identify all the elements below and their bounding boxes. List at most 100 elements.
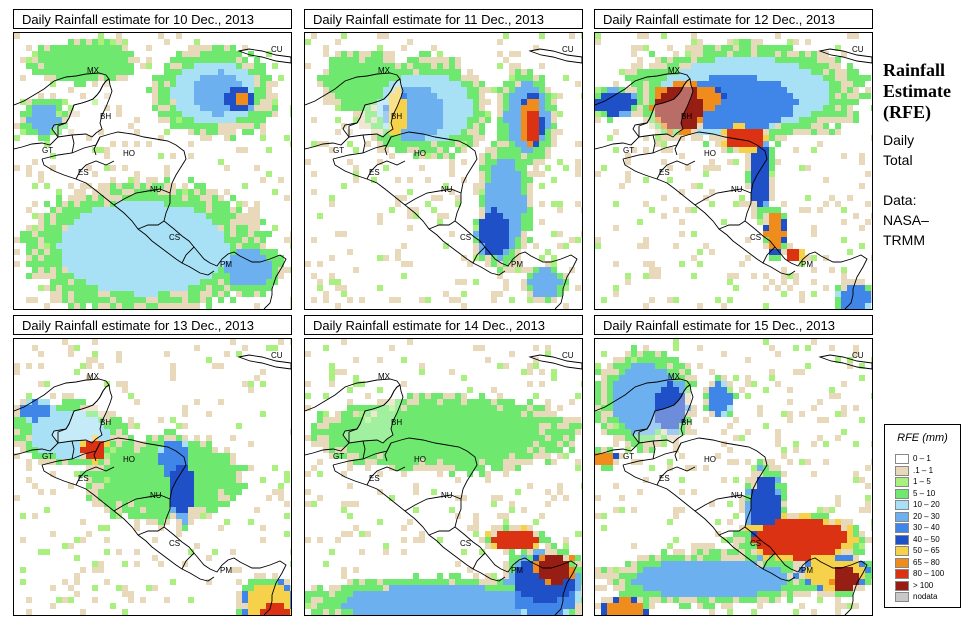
country-label-cu: CU xyxy=(852,351,864,360)
country-label-pm: PM xyxy=(801,566,813,575)
panel-title: Daily Rainfall estimate for 10 Dec., 201… xyxy=(13,9,292,29)
country-label-ho: HO xyxy=(414,149,426,158)
country-label-cu: CU xyxy=(852,45,864,54)
country-label-nu: NU xyxy=(441,185,453,194)
legend-swatch xyxy=(895,546,909,556)
legend-swatch xyxy=(895,557,909,568)
country-label-bh: BH xyxy=(391,418,403,427)
rainfall-field xyxy=(305,33,582,309)
country-label-bh: BH xyxy=(681,418,693,427)
country-label-gt: GT xyxy=(333,146,345,155)
legend-swatch xyxy=(895,465,909,476)
legend-label: 0 – 1 xyxy=(913,454,931,463)
panel-dec-11: Daily Rainfall estimate for 11 Dec., 201… xyxy=(304,9,585,310)
legend-label: nodata xyxy=(913,592,938,601)
country-label-es: ES xyxy=(659,474,670,483)
coastline xyxy=(305,354,582,615)
country-label-es: ES xyxy=(78,168,89,177)
legend: RFE (mm) 0 – 1 .1 – 1 1 – 5 5 – 10 10 – 20 20… xyxy=(884,424,961,608)
country-label-pm: PM xyxy=(511,566,523,575)
country-label-gt: GT xyxy=(623,146,635,155)
legend-swatch xyxy=(895,523,909,533)
country-label-ho: HO xyxy=(414,455,426,464)
panel-title: Daily Rainfall estimate for 13 Dec., 201… xyxy=(13,315,292,335)
coastline xyxy=(305,48,582,309)
country-label-nu: NU xyxy=(731,491,743,500)
panel-title: Daily Rainfall estimate for 14 Dec., 201… xyxy=(304,315,583,335)
country-label-es: ES xyxy=(659,168,670,177)
country-label-mx: MX xyxy=(378,372,390,381)
country-label-mx: MX xyxy=(87,66,99,75)
legend-label: 5 – 10 xyxy=(913,488,936,498)
sidebar-title-line3: (RFE) xyxy=(883,102,931,122)
rainfall-map: MX BH GT HO ES NU CS PM CU xyxy=(304,32,583,310)
rainfall-map: MX BH GT HO ES NU CS PM CU xyxy=(594,338,873,616)
rainfall-field xyxy=(595,339,872,615)
legend-label: 50 – 65 xyxy=(913,546,940,555)
country-label-pm: PM xyxy=(220,566,232,575)
rainfall-field xyxy=(305,339,582,615)
country-label-ho: HO xyxy=(704,455,716,464)
sidebar-source-trmm: TRMM xyxy=(883,232,925,248)
sidebar-source-nasa: NASA– xyxy=(883,212,929,228)
legend-swatch xyxy=(895,500,909,510)
panel-dec-12: Daily Rainfall estimate for 12 Dec., 201… xyxy=(594,9,875,310)
country-label-gt: GT xyxy=(623,452,635,461)
legend-label: 65 – 80 xyxy=(913,557,940,567)
country-label-mx: MX xyxy=(87,372,99,381)
panel-dec-10: Daily Rainfall estimate for 10 Dec., 201… xyxy=(13,9,294,310)
sidebar-data-label: Data: xyxy=(883,192,917,208)
panel-title: Daily Rainfall estimate for 12 Dec., 201… xyxy=(594,9,873,29)
country-label-cu: CU xyxy=(562,351,574,360)
country-label-es: ES xyxy=(369,168,380,177)
sidebar-title: Rainfall Estimate (RFE) xyxy=(883,60,951,123)
country-label-bh: BH xyxy=(100,112,112,121)
sidebar-period: Daily Total xyxy=(883,130,914,170)
country-label-nu: NU xyxy=(150,491,162,500)
country-label-bh: BH xyxy=(391,112,403,121)
legend-swatch xyxy=(895,488,909,499)
sidebar-source: Data: NASA– TRMM xyxy=(883,190,929,250)
country-label-gt: GT xyxy=(333,452,345,461)
country-label-mx: MX xyxy=(668,372,680,381)
legend-swatch xyxy=(895,580,909,591)
country-label-bh: BH xyxy=(100,418,112,427)
coastline xyxy=(595,354,872,615)
sidebar-title-line2: Estimate xyxy=(883,81,951,101)
legend-label: 10 – 20 xyxy=(913,500,940,509)
legend-label: 40 – 50 xyxy=(913,534,940,544)
country-label-cs: CS xyxy=(460,539,472,548)
rainfall-map: MX BH GT HO ES NU CS PM CU xyxy=(304,338,583,616)
country-label-nu: NU xyxy=(441,491,453,500)
country-label-es: ES xyxy=(369,474,380,483)
country-label-cs: CS xyxy=(169,233,181,242)
legend-label: 30 – 40 xyxy=(913,523,940,532)
country-label-ho: HO xyxy=(704,149,716,158)
panel-title: Daily Rainfall estimate for 15 Dec., 201… xyxy=(594,315,873,335)
country-label-cu: CU xyxy=(271,45,283,54)
panel-dec-15: Daily Rainfall estimate for 15 Dec., 201… xyxy=(594,315,875,616)
rainfall-map: MX BH GT HO ES NU CS PM CU xyxy=(594,32,873,310)
country-label-nu: NU xyxy=(150,185,162,194)
rainfall-field xyxy=(14,33,291,309)
rainfall-field xyxy=(595,33,872,309)
country-label-bh: BH xyxy=(681,112,693,121)
legend-label: 20 – 30 xyxy=(913,511,940,521)
country-label-cs: CS xyxy=(750,233,762,242)
legend-label: .1 – 1 xyxy=(913,465,934,475)
legend-title: RFE (mm) xyxy=(897,432,948,444)
rainfall-map: MX BH GT HO ES NU CS PM CU xyxy=(13,32,292,310)
country-label-nu: NU xyxy=(731,185,743,194)
legend-swatch xyxy=(895,454,909,464)
legend-swatch xyxy=(895,534,909,545)
country-label-cu: CU xyxy=(562,45,574,54)
country-label-pm: PM xyxy=(801,260,813,269)
country-label-gt: GT xyxy=(42,146,54,155)
country-label-cs: CS xyxy=(169,539,181,548)
coastline xyxy=(14,48,291,309)
legend-label: > 100 xyxy=(913,580,934,590)
country-label-mx: MX xyxy=(378,66,390,75)
panel-title: Daily Rainfall estimate for 11 Dec., 201… xyxy=(304,9,583,29)
country-label-es: ES xyxy=(78,474,89,483)
sidebar-title-line1: Rainfall xyxy=(883,60,946,80)
